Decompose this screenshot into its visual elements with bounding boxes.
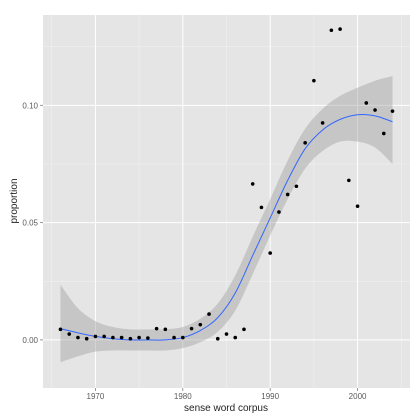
grid-minor bbox=[43, 15, 410, 388]
smooth-line bbox=[60, 113, 393, 341]
data-point bbox=[207, 312, 211, 316]
data-point bbox=[250, 182, 255, 186]
data-point bbox=[58, 327, 63, 332]
data-point bbox=[294, 184, 299, 189]
data-point bbox=[154, 326, 159, 331]
data-point bbox=[355, 204, 360, 208]
x-axis: 1970 1980 1990 2000 bbox=[87, 388, 367, 401]
data-point bbox=[312, 78, 316, 83]
data-point bbox=[285, 192, 290, 197]
data-point bbox=[137, 335, 141, 340]
data-point bbox=[111, 335, 115, 340]
data-point bbox=[338, 27, 342, 31]
y-tick-label: 0.05 bbox=[22, 219, 38, 228]
data-point bbox=[242, 327, 246, 332]
confidence-band bbox=[60, 75, 393, 363]
data-point bbox=[277, 210, 281, 214]
data-point bbox=[268, 251, 272, 255]
x-tick-label: 1990 bbox=[261, 392, 279, 401]
data-point bbox=[102, 334, 106, 339]
data-point bbox=[390, 109, 395, 113]
y-axis: 0.00 0.05 0.10 bbox=[22, 101, 43, 345]
data-point bbox=[146, 336, 150, 340]
data-point bbox=[128, 336, 133, 341]
data-point bbox=[76, 335, 80, 340]
data-point bbox=[259, 205, 264, 210]
data-points bbox=[58, 27, 395, 341]
data-point bbox=[119, 335, 124, 340]
data-point bbox=[329, 28, 334, 33]
data-point bbox=[189, 326, 194, 331]
data-point bbox=[163, 327, 168, 332]
data-point bbox=[347, 178, 351, 183]
x-tick-label: 1980 bbox=[174, 392, 192, 401]
data-point bbox=[303, 141, 307, 145]
data-point bbox=[181, 335, 185, 340]
data-point bbox=[172, 335, 176, 340]
grid-major bbox=[43, 15, 410, 388]
y-axis-title: proportion bbox=[9, 178, 20, 223]
data-point bbox=[233, 335, 238, 340]
data-point bbox=[84, 336, 89, 341]
data-point bbox=[373, 108, 377, 112]
x-tick-label: 2000 bbox=[349, 392, 367, 401]
x-tick-label: 1970 bbox=[87, 392, 105, 401]
data-point bbox=[93, 334, 98, 339]
data-point bbox=[198, 322, 203, 327]
data-point bbox=[364, 101, 369, 105]
data-point bbox=[381, 131, 386, 136]
data-point bbox=[320, 121, 325, 125]
data-point bbox=[224, 332, 229, 336]
x-axis-title: sense word corpus bbox=[184, 403, 268, 414]
data-point bbox=[215, 336, 220, 341]
data-point bbox=[67, 332, 72, 336]
y-tick-label: 0.10 bbox=[22, 101, 38, 110]
y-tick-label: 0.00 bbox=[22, 336, 38, 345]
